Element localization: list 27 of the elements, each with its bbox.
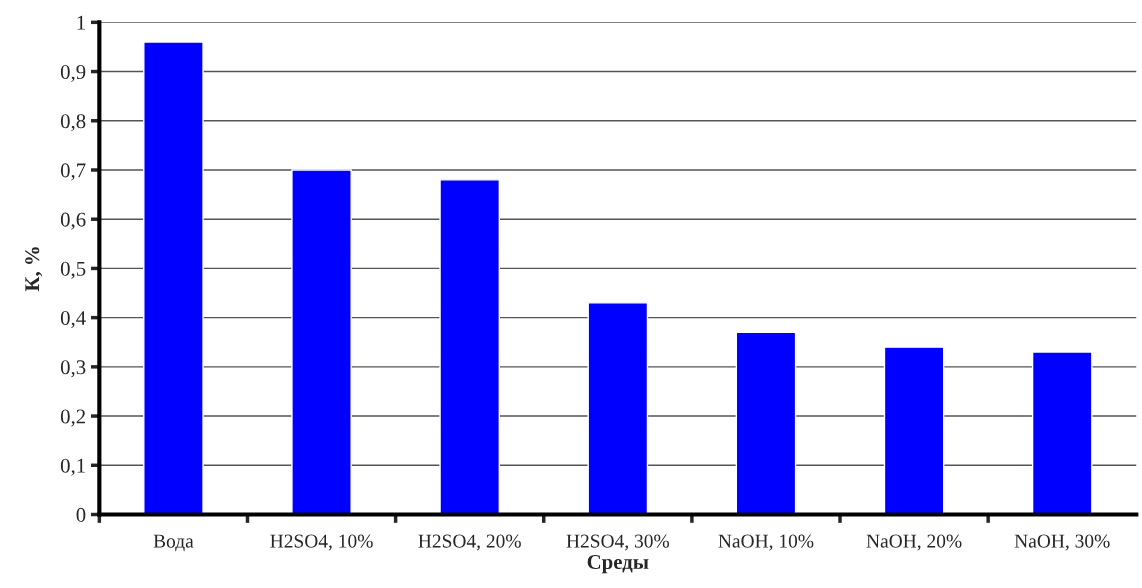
bar [439, 179, 501, 515]
x-tick-label: H2SO4, 10% [270, 534, 373, 551]
bar [291, 169, 352, 515]
y-tick-label: 0,4 [60, 311, 86, 329]
y-tick-label: 0,1 [60, 458, 85, 476]
x-axis-title: Среды [587, 555, 649, 574]
bar [587, 302, 649, 515]
y-tick-label: 0,2 [60, 409, 86, 427]
y-tick-label: 0,5 [60, 261, 86, 279]
bar [1031, 351, 1093, 515]
y-tick-label: 0,8 [60, 114, 86, 132]
y-tick-label: 0,3 [60, 360, 86, 378]
y-tick-label: 0 [76, 507, 86, 522]
x-tick-label: NaOH, 10% [718, 534, 814, 551]
x-tick-label: Вода [153, 534, 194, 552]
x-tick-label: H2SO4, 30% [566, 534, 670, 551]
y-tick-label: 1 [77, 15, 85, 30]
bar [735, 331, 797, 515]
bar [143, 41, 204, 515]
x-tick-label: NaOH, 30% [1014, 534, 1110, 551]
y-axis-title: К, % [25, 247, 43, 292]
bar [883, 346, 945, 515]
y-tick-label: 0,7 [60, 163, 86, 181]
x-tick-label: H2SO4, 20% [418, 534, 521, 551]
x-tick-label: NaOH, 20% [866, 534, 962, 551]
y-tick-label: 0,6 [60, 212, 86, 230]
y-tick-label: 0,9 [60, 64, 86, 82]
